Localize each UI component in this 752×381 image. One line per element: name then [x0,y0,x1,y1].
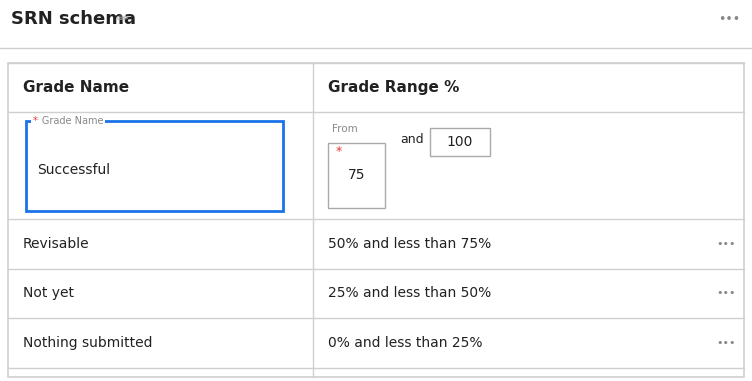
Text: SRN schema: SRN schema [11,10,136,28]
Bar [329,143,385,208]
Text: *: * [32,116,37,126]
Text: •••: ••• [716,239,735,249]
Text: *: * [336,145,342,158]
Text: 0% and less than 25%: 0% and less than 25% [329,336,483,350]
Text: Successful: Successful [38,163,111,177]
Text: Grade Range %: Grade Range % [329,80,459,95]
Text: •••: ••• [716,338,735,348]
Text: •••: ••• [716,288,735,298]
Bar [8,63,744,377]
Text: 75: 75 [348,168,365,182]
Text: Not yet: Not yet [23,287,74,300]
Text: From: From [332,124,358,134]
Text: 50% and less than 75%: 50% and less than 75% [329,237,492,251]
Bar [26,121,284,211]
Text: Nothing submitted: Nothing submitted [23,336,152,350]
Bar [430,128,490,156]
Text: * Grade Name: * Grade Name [34,116,103,126]
Text: Revisable: Revisable [23,237,89,251]
Text: and: and [400,133,423,146]
Text: Grade Name: Grade Name [23,80,129,95]
Text: ✏: ✏ [117,12,128,26]
Text: 25% and less than 50%: 25% and less than 50% [329,287,492,300]
Text: 100: 100 [447,135,473,149]
Text: •••: ••• [719,13,741,26]
